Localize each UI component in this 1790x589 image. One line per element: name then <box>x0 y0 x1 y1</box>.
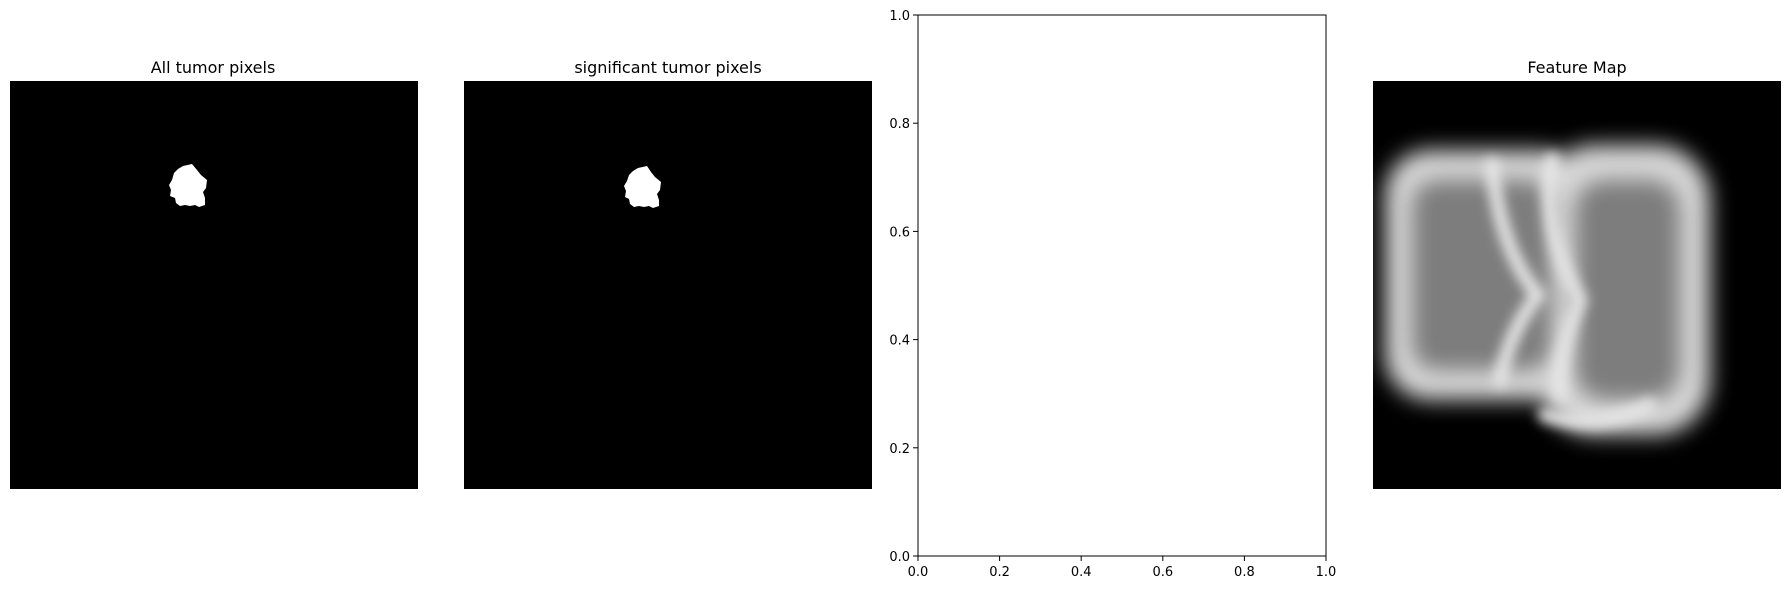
x-tick-label: 0.8 <box>1234 565 1255 580</box>
y-tick-label: 0.6 <box>889 225 910 240</box>
y-tick-label: 0.8 <box>889 117 910 132</box>
panel-4-image <box>1373 81 1781 489</box>
y-tick-label: 0.2 <box>889 442 910 457</box>
x-tick-label: 0.0 <box>908 565 929 580</box>
y-axis: 0.0 0.2 0.4 0.6 0.8 1.0 <box>889 9 918 565</box>
panel-4-title: Feature Map <box>1527 58 1627 77</box>
x-tick-label: 0.4 <box>1071 565 1092 580</box>
x-tick-label: 1.0 <box>1316 565 1337 580</box>
y-tick-label: 0.0 <box>889 550 910 565</box>
tumor-blob-1 <box>169 164 207 207</box>
panel-1-title: All tumor pixels <box>150 58 276 77</box>
plot-area <box>917 14 1327 557</box>
y-tick-label: 1.0 <box>889 9 910 24</box>
panel-2-title: significant tumor pixels <box>574 58 762 77</box>
panel-1-image <box>10 81 418 489</box>
x-tick-label: 0.6 <box>1152 565 1173 580</box>
x-axis: 0.0 0.2 0.4 0.6 0.8 1.0 <box>908 556 1337 580</box>
panel-2-image <box>464 81 872 489</box>
axes-panel-3: 0.0 0.2 0.4 0.6 0.8 1.0 0.0 0.2 0.4 0.6 0.8 1.0 <box>889 9 1336 580</box>
x-tick-label: 0.2 <box>989 565 1010 580</box>
y-tick-label: 0.4 <box>889 334 910 349</box>
tumor-blob-2 <box>624 166 661 208</box>
